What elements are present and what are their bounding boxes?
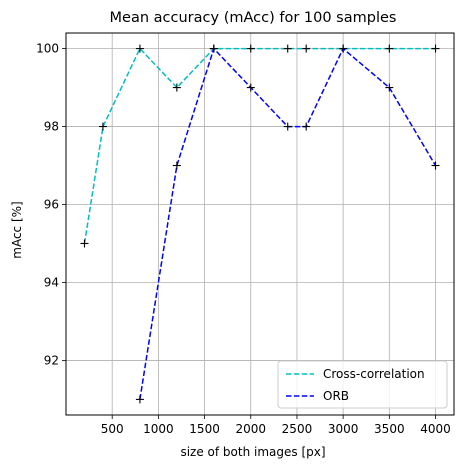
legend-label-cross-correlation: Cross-correlation — [323, 367, 425, 381]
data-point-cross-correlation — [385, 44, 394, 53]
x-tick-label: 4000 — [420, 422, 451, 436]
y-tick-label: 96 — [44, 198, 59, 212]
x-tick-label: 3500 — [374, 422, 405, 436]
legend-box — [277, 360, 448, 409]
data-point-cross-correlation — [246, 44, 255, 53]
x-tick-label: 500 — [101, 422, 124, 436]
data-point-orb — [135, 395, 144, 404]
data-point-orb — [302, 122, 311, 131]
data-point-cross-correlation — [302, 44, 311, 53]
data-point-cross-correlation — [98, 122, 107, 131]
y-tick-label: 94 — [44, 275, 59, 289]
x-tick-label: 1500 — [189, 422, 220, 436]
data-point-orb — [431, 161, 440, 170]
data-point-cross-correlation — [431, 44, 440, 53]
series-layer — [80, 44, 440, 404]
x-tick-label: 3000 — [328, 422, 359, 436]
data-point-cross-correlation — [172, 83, 181, 92]
data-point-cross-correlation — [135, 44, 144, 53]
data-point-orb — [339, 44, 348, 53]
data-point-orb — [172, 161, 181, 170]
y-tick-label: 100 — [36, 42, 59, 56]
y-tick-label: 92 — [44, 353, 59, 367]
data-point-cross-correlation — [80, 239, 89, 248]
y-axis-title: mAcc [%] — [10, 201, 24, 258]
legend: Cross-correlation ORB — [277, 360, 448, 409]
x-axis-title: size of both images [px] — [180, 445, 325, 459]
gridlines — [66, 33, 454, 415]
x-tick-label: 2000 — [235, 422, 266, 436]
plot-frame — [65, 32, 455, 416]
chart-title: Mean accuracy (mAcc) for 100 samples — [110, 10, 397, 26]
data-point-orb — [209, 44, 218, 53]
data-point-orb — [246, 83, 255, 92]
y-tick-label: 98 — [44, 120, 59, 134]
tick-layer: 500 1000 1500 2000 2500 3000 3500 4000 92 94 96 98 1… — [36, 42, 451, 436]
data-point-orb — [283, 122, 292, 131]
legend-label-orb: ORB — [323, 389, 349, 403]
data-point-orb — [385, 83, 394, 92]
data-point-cross-correlation — [283, 44, 292, 53]
x-tick-label: 1000 — [143, 422, 174, 436]
x-tick-label: 2500 — [282, 422, 313, 436]
